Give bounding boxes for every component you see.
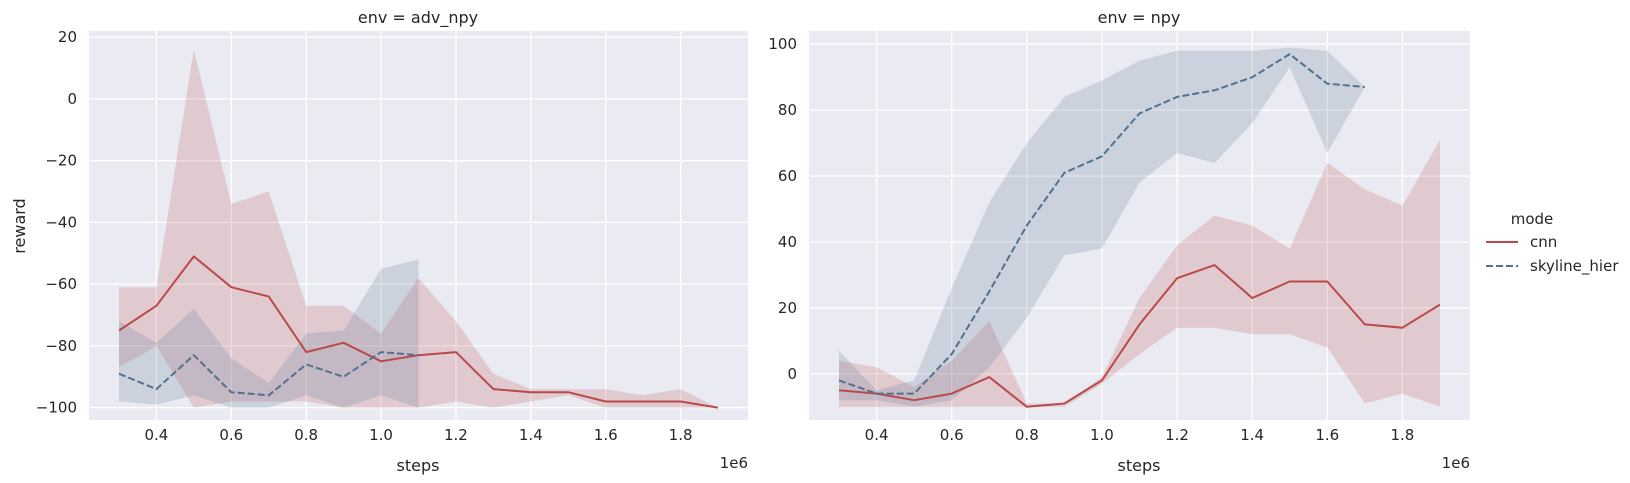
band-skyline-hier-npy — [839, 47, 1365, 407]
y-tick-label-adv-npy: −80 — [45, 337, 77, 355]
x-tick-label-adv-npy: 1.6 — [594, 426, 618, 444]
y-tick-label-npy: 60 — [778, 167, 797, 185]
x-scale-label-npy: 1e6 — [1442, 454, 1470, 472]
y-tick-label-adv-npy: 0 — [67, 90, 77, 108]
x-tick-label-adv-npy: 1.8 — [669, 426, 693, 444]
yticks-adv-npy: −100 −80 −60 −40 −20 0 20 — [36, 28, 77, 416]
plot-area-npy — [809, 31, 1470, 420]
x-tick-label-npy: 1.4 — [1240, 426, 1264, 444]
lines-npy — [838, 53, 1441, 408]
x-tick-label-adv-npy: 1.0 — [369, 426, 393, 444]
y-tick-label-adv-npy: −100 — [36, 399, 77, 417]
x-tick-label-npy: 1.8 — [1390, 426, 1414, 444]
grid-npy — [809, 31, 1470, 420]
band-cnn-npy — [839, 139, 1440, 407]
x-tick-label-adv-npy: 0.4 — [144, 426, 168, 444]
x-tick-label-npy: 0.4 — [865, 426, 889, 444]
legend-label-cnn: cnn — [1530, 233, 1557, 251]
x-tick-label-npy: 0.6 — [940, 426, 964, 444]
y-tick-label-npy: 0 — [787, 365, 797, 383]
lines-adv-npy — [118, 255, 719, 409]
line-cnn-npy — [838, 264, 1441, 408]
line-skyline-hier-adv-npy — [118, 351, 419, 397]
panel-adv-npy: 0.4 0.6 0.8 1.0 1.2 1.4 1.6 1.8 −100 −80 −60 −40 −2… — [10, 8, 748, 475]
x-tick-label-adv-npy: 1.4 — [519, 426, 543, 444]
x-axis-label-npy: steps — [1118, 456, 1161, 475]
x-tick-label-npy: 0.8 — [1015, 426, 1039, 444]
x-axis-label-adv-npy: steps — [397, 456, 440, 475]
band-skyline-hier-adv-npy — [119, 259, 419, 408]
line-skyline-hier-npy — [838, 53, 1365, 395]
panel-title-npy: env = npy — [1098, 8, 1181, 27]
x-tick-label-npy: 1.2 — [1165, 426, 1189, 444]
xticks-adv-npy: 0.4 0.6 0.8 1.0 1.2 1.4 1.6 1.8 — [144, 426, 692, 444]
x-tick-label-npy: 1.6 — [1315, 426, 1339, 444]
band-cnn-adv-npy — [119, 49, 718, 408]
x-tick-label-adv-npy: 0.6 — [219, 426, 243, 444]
legend-label-skyline-hier: skyline_hier — [1530, 257, 1619, 276]
x-scale-label-adv-npy: 1e6 — [720, 454, 748, 472]
y-tick-label-npy: 40 — [778, 233, 797, 251]
panel-title-adv-npy: env = adv_npy — [358, 8, 478, 28]
legend: mode cnn skyline_hier — [1486, 210, 1619, 276]
y-tick-label-adv-npy: −60 — [45, 275, 77, 293]
y-axis-label: reward — [10, 198, 29, 253]
bands-adv-npy — [119, 49, 718, 408]
xticks-npy: 0.4 0.6 0.8 1.0 1.2 1.4 1.6 1.8 — [865, 426, 1415, 444]
x-tick-label-adv-npy: 0.8 — [294, 426, 318, 444]
y-tick-label-adv-npy: 20 — [58, 28, 77, 46]
y-tick-label-adv-npy: −40 — [45, 213, 77, 231]
yticks-npy: 0 20 40 60 80 100 — [768, 35, 797, 383]
y-tick-label-npy: 20 — [778, 299, 797, 317]
panel-npy: 0.4 0.6 0.8 1.0 1.2 1.4 1.6 1.8 0 20 40 60 80 100 en… — [768, 8, 1470, 475]
y-tick-label-adv-npy: −20 — [45, 152, 77, 170]
grid-adv-npy — [89, 31, 748, 420]
bands-npy — [839, 47, 1440, 407]
legend-title: mode — [1511, 210, 1554, 228]
y-tick-label-npy: 80 — [778, 101, 797, 119]
x-tick-label-npy: 1.0 — [1090, 426, 1114, 444]
x-tick-label-adv-npy: 1.2 — [444, 426, 468, 444]
y-tick-label-npy: 100 — [768, 35, 797, 53]
